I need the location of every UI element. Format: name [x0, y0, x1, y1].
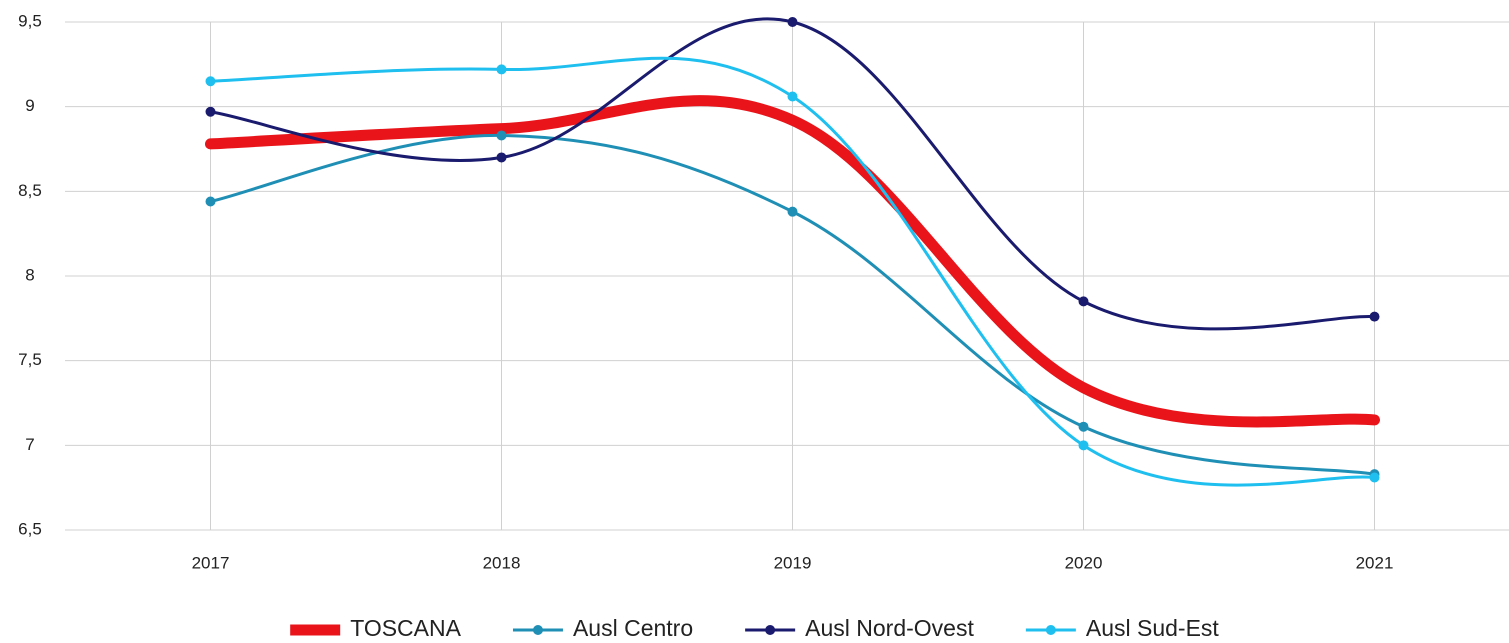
y-tick-label: 8	[25, 265, 34, 284]
x-tick-label: 2018	[483, 553, 521, 572]
y-tick-label: 7	[25, 435, 34, 454]
legend: TOSCANA Ausl Centro Ausl Nord-Ovest Ausl Su…	[290, 615, 1219, 641]
point	[1078, 421, 1089, 432]
legend-label: Ausl Centro	[573, 615, 693, 641]
x-tick-label: 2021	[1356, 553, 1394, 572]
point	[496, 152, 507, 163]
point	[205, 106, 216, 117]
x-tick-label: 2020	[1065, 553, 1103, 572]
point	[1078, 440, 1089, 451]
point	[1369, 472, 1380, 483]
series-line	[209, 56, 1376, 487]
point	[205, 196, 216, 207]
legend-label: Ausl Nord-Ovest	[805, 615, 974, 641]
x-tick-label: 2017	[192, 553, 230, 572]
point	[496, 130, 507, 141]
point	[787, 91, 798, 102]
legend-dot	[532, 625, 543, 635]
point	[1078, 296, 1089, 307]
y-tick-label: 9	[25, 96, 34, 115]
point	[787, 17, 798, 27]
y-tick-label: 6,5	[18, 519, 42, 538]
point	[1369, 311, 1380, 322]
series-line	[205, 95, 1380, 428]
legend-label: TOSCANA	[350, 615, 461, 641]
x-tick-label: 2019	[774, 553, 812, 572]
legend-label: Ausl Sud-Est	[1086, 615, 1220, 641]
y-tick-label: 9,5	[18, 11, 42, 30]
point	[205, 76, 216, 87]
y-tick-label: 7,5	[18, 350, 42, 369]
legend-dot	[1045, 625, 1056, 635]
point	[496, 64, 507, 75]
y-tick-label: 8,5	[18, 181, 42, 200]
legend-dot	[765, 625, 776, 635]
point	[787, 206, 798, 217]
